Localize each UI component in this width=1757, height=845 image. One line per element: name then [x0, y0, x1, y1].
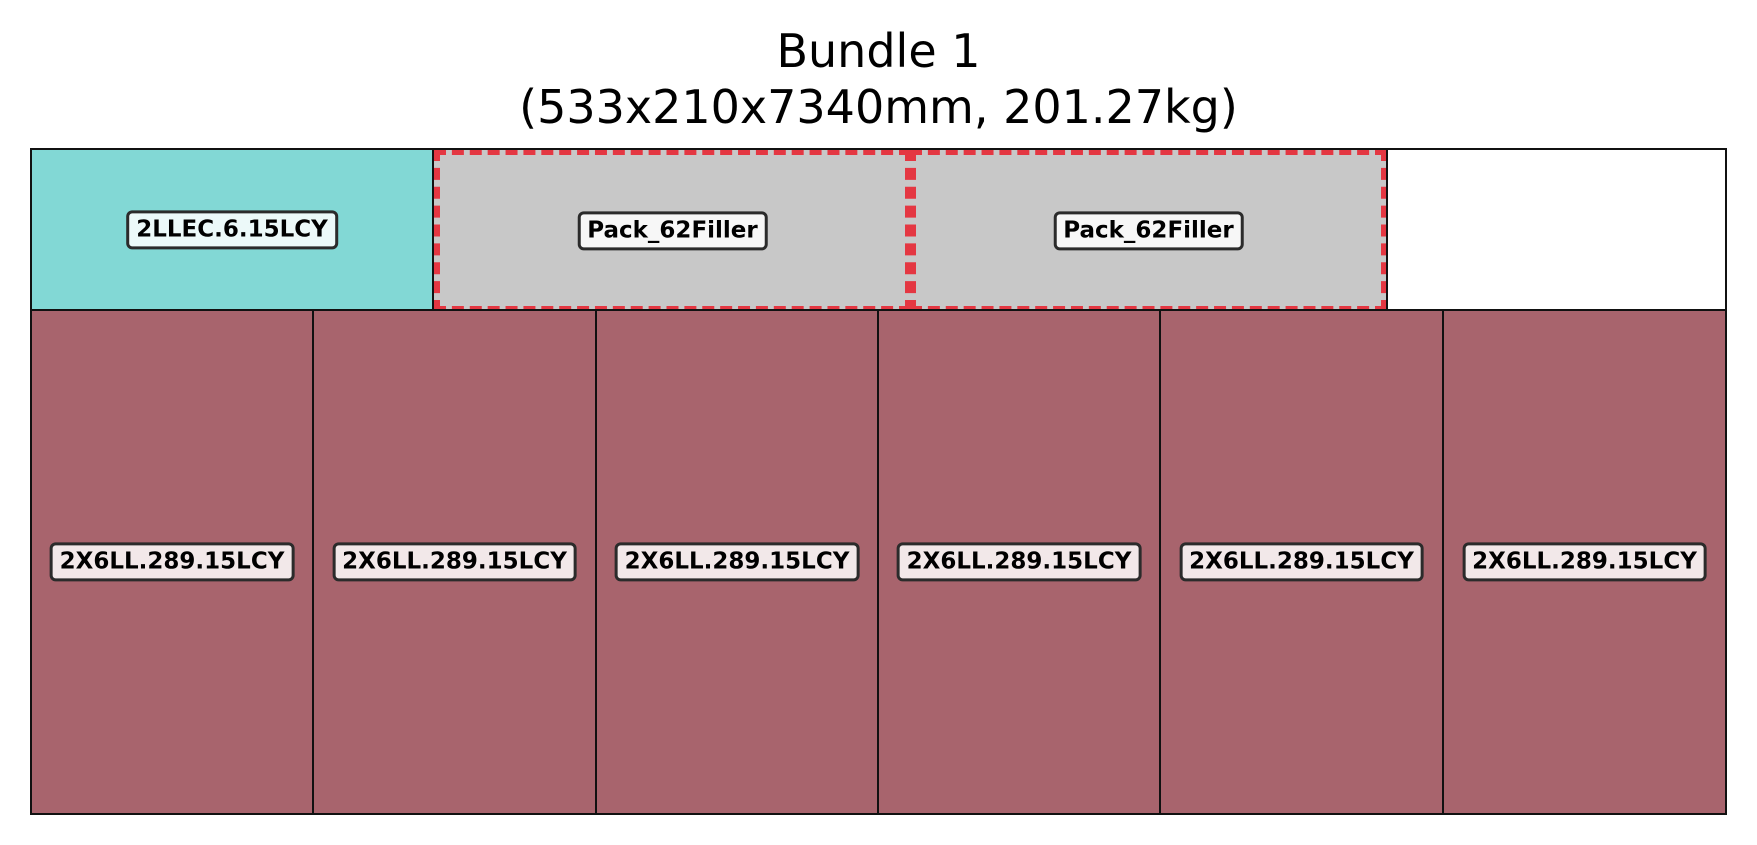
piece-label: Pack_62Filler	[577, 210, 768, 251]
piece-label: 2X6LL.289.15LCY	[332, 542, 577, 582]
piece-label: 2LLEC.6.15LCY	[126, 209, 338, 250]
bottom-piece-maroon: 2X6LL.289.15LCY	[312, 309, 597, 815]
filler-piece: Pack_62Filler	[434, 149, 911, 312]
piece-label: 2X6LL.289.15LCY	[896, 542, 1142, 582]
piece-label: 2X6LL.289.15LCY	[614, 542, 860, 582]
piece-label: Pack_62Filler	[1053, 210, 1244, 251]
filler-piece: Pack_62Filler	[910, 149, 1387, 312]
bottom-piece-maroon: 2X6LL.289.15LCY	[30, 309, 314, 815]
bottom-piece-maroon: 2X6LL.289.15LCY	[1442, 309, 1727, 815]
piece-label: 2X6LL.289.15LCY	[1179, 542, 1424, 582]
bottom-piece-maroon: 2X6LL.289.15LCY	[595, 309, 879, 815]
bottom-piece-maroon: 2X6LL.289.15LCY	[1159, 309, 1444, 815]
bottom-piece-maroon: 2X6LL.289.15LCY	[877, 309, 1161, 815]
piece-label: 2X6LL.289.15LCY	[49, 542, 295, 582]
empty-space	[1386, 148, 1727, 311]
piece-label: 2X6LL.289.15LCY	[1462, 542, 1707, 582]
top-piece-teal: 2LLEC.6.15LCY	[30, 148, 434, 311]
bundle-cross-section: 2LLEC.6.15LCY Pack_62Filler Pack_62Fille…	[30, 148, 1727, 815]
bundle-title: Bundle 1	[776, 24, 981, 78]
bundle-dimensions: (533x210x7340mm, 201.27kg)	[519, 80, 1238, 134]
